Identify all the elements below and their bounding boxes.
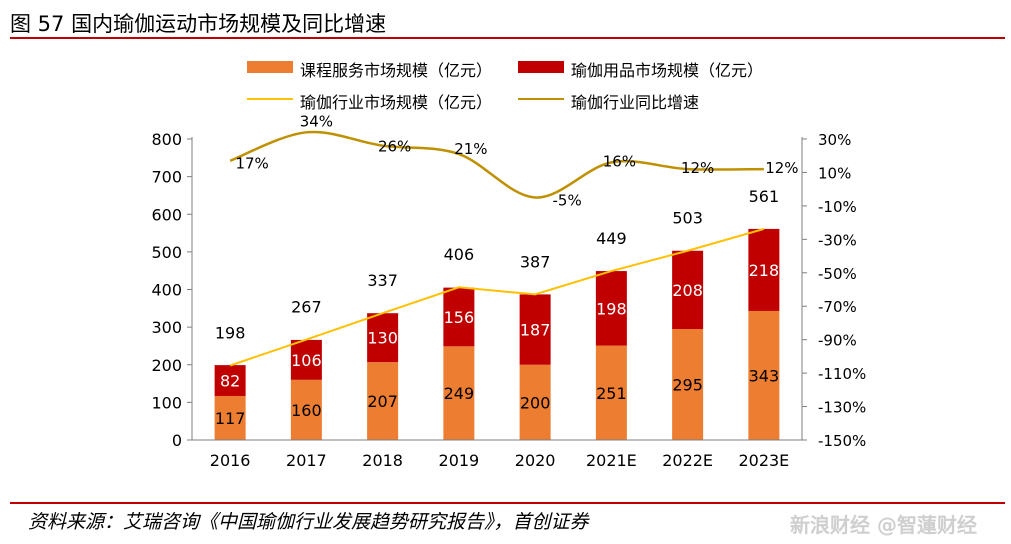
figure-title: 图 57 国内瑜伽运动市场规模及同比增速: [10, 12, 387, 36]
right-tick-label: -110%: [818, 365, 866, 383]
label-course: 160: [291, 401, 322, 420]
label-course: 295: [672, 376, 703, 395]
x-tick-label: 2018: [362, 451, 403, 470]
x-tick-label: 2019: [439, 451, 480, 470]
legend-label-goods: 瑜伽用品市场规模（亿元）: [571, 61, 764, 80]
x-tick-label: 2023E: [738, 451, 789, 470]
x-tick-label: 2021E: [586, 451, 637, 470]
growth-rate-line: [229, 130, 764, 199]
bar-course-2017: [290, 379, 322, 440]
label-total: 561: [749, 187, 780, 206]
left-tick-label: 800: [151, 130, 182, 149]
bar-course-2016: [214, 395, 246, 440]
right-tick-label: 30%: [818, 131, 851, 149]
left-tick-label: 500: [151, 243, 182, 262]
right-tick-label: -50%: [818, 265, 857, 283]
right-tick-label: 10%: [818, 164, 851, 182]
label-goods: 187: [520, 321, 551, 340]
right-tick-label: -30%: [818, 231, 857, 249]
label-total: 503: [672, 209, 703, 228]
bar-course-2019: [443, 346, 475, 440]
label-goods: 156: [444, 308, 475, 327]
label-total: 267: [291, 298, 322, 317]
right-tick-label: -90%: [818, 332, 857, 350]
label-growth: 12%: [765, 159, 798, 177]
bar-goods-2022E: [672, 250, 704, 330]
total-market-line: [229, 227, 765, 367]
label-total: 406: [444, 245, 475, 264]
bar-goods-2023E: [748, 228, 780, 311]
right-tick-label: -150%: [818, 432, 866, 450]
right-tick-label: -130%: [818, 399, 866, 417]
legend-swatch-goods: [518, 61, 564, 73]
left-tick-label: 300: [151, 318, 182, 337]
label-course: 343: [749, 366, 780, 385]
title-rule: [10, 37, 1005, 39]
source-note: 资料来源：艾瑞咨询《中国瑜伽行业发展趋势研究报告》，首创证券: [28, 511, 589, 533]
bar-goods-2017: [290, 339, 322, 380]
label-growth: 34%: [300, 112, 333, 130]
left-tick-label: 400: [151, 281, 182, 300]
bar-goods-2016: [214, 365, 246, 396]
label-goods: 82: [220, 372, 240, 391]
bottom-rule: [10, 502, 1005, 504]
label-course: 200: [520, 393, 551, 412]
bar-course-2021E: [595, 345, 627, 440]
label-total: 198: [215, 324, 246, 343]
bar-goods-2021E: [595, 271, 627, 346]
label-growth: 26%: [378, 138, 411, 156]
legend-swatch-course: [247, 61, 293, 73]
left-tick-label: 700: [151, 168, 182, 187]
legend-label-growth: 瑜伽行业同比增速: [571, 93, 700, 112]
label-growth: 12%: [681, 159, 714, 177]
bar-course-2020: [519, 364, 551, 440]
bar-goods-2018: [367, 313, 399, 363]
x-tick-label: 2016: [210, 451, 251, 470]
left-tick-label: 100: [151, 393, 182, 412]
label-total: 337: [367, 271, 398, 290]
label-growth: -5%: [553, 192, 582, 210]
left-tick-label: 200: [151, 356, 182, 375]
label-goods: 106: [291, 351, 322, 370]
bar-goods-2020: [519, 294, 551, 365]
label-goods: 130: [367, 329, 398, 348]
label-course: 249: [444, 384, 475, 403]
right-tick-label: -10%: [818, 198, 857, 216]
label-growth: 16%: [603, 152, 636, 170]
label-course: 207: [367, 392, 398, 411]
label-goods: 208: [672, 281, 703, 300]
legend-label-course: 课程服务市场规模（亿元）: [300, 61, 493, 80]
label-growth: 21%: [454, 140, 487, 158]
bar-course-2022E: [672, 329, 704, 440]
legend-swatch-total: [247, 98, 293, 100]
bar-course-2023E: [748, 310, 780, 440]
label-growth: 17%: [235, 155, 268, 173]
left-tick-label: 0: [172, 431, 182, 450]
legend-swatch-growth: [518, 98, 564, 100]
label-course: 251: [596, 384, 627, 403]
label-goods: 198: [596, 299, 627, 318]
left-tick-label: 600: [151, 205, 182, 224]
x-tick-label: 2017: [286, 451, 327, 470]
right-tick-label: -70%: [818, 298, 857, 316]
label-total: 387: [520, 252, 551, 271]
label-goods: 218: [749, 261, 780, 280]
watermark: 新浪财经 @智蓮财经: [790, 513, 977, 537]
x-tick-label: 2020: [515, 451, 556, 470]
bar-goods-2019: [443, 287, 475, 347]
legend-label-total: 瑜伽行业市场规模（亿元）: [300, 93, 493, 112]
label-total: 449: [596, 229, 627, 248]
x-tick-label: 2022E: [662, 451, 713, 470]
bar-course-2018: [367, 362, 399, 440]
label-course: 117: [215, 409, 246, 428]
